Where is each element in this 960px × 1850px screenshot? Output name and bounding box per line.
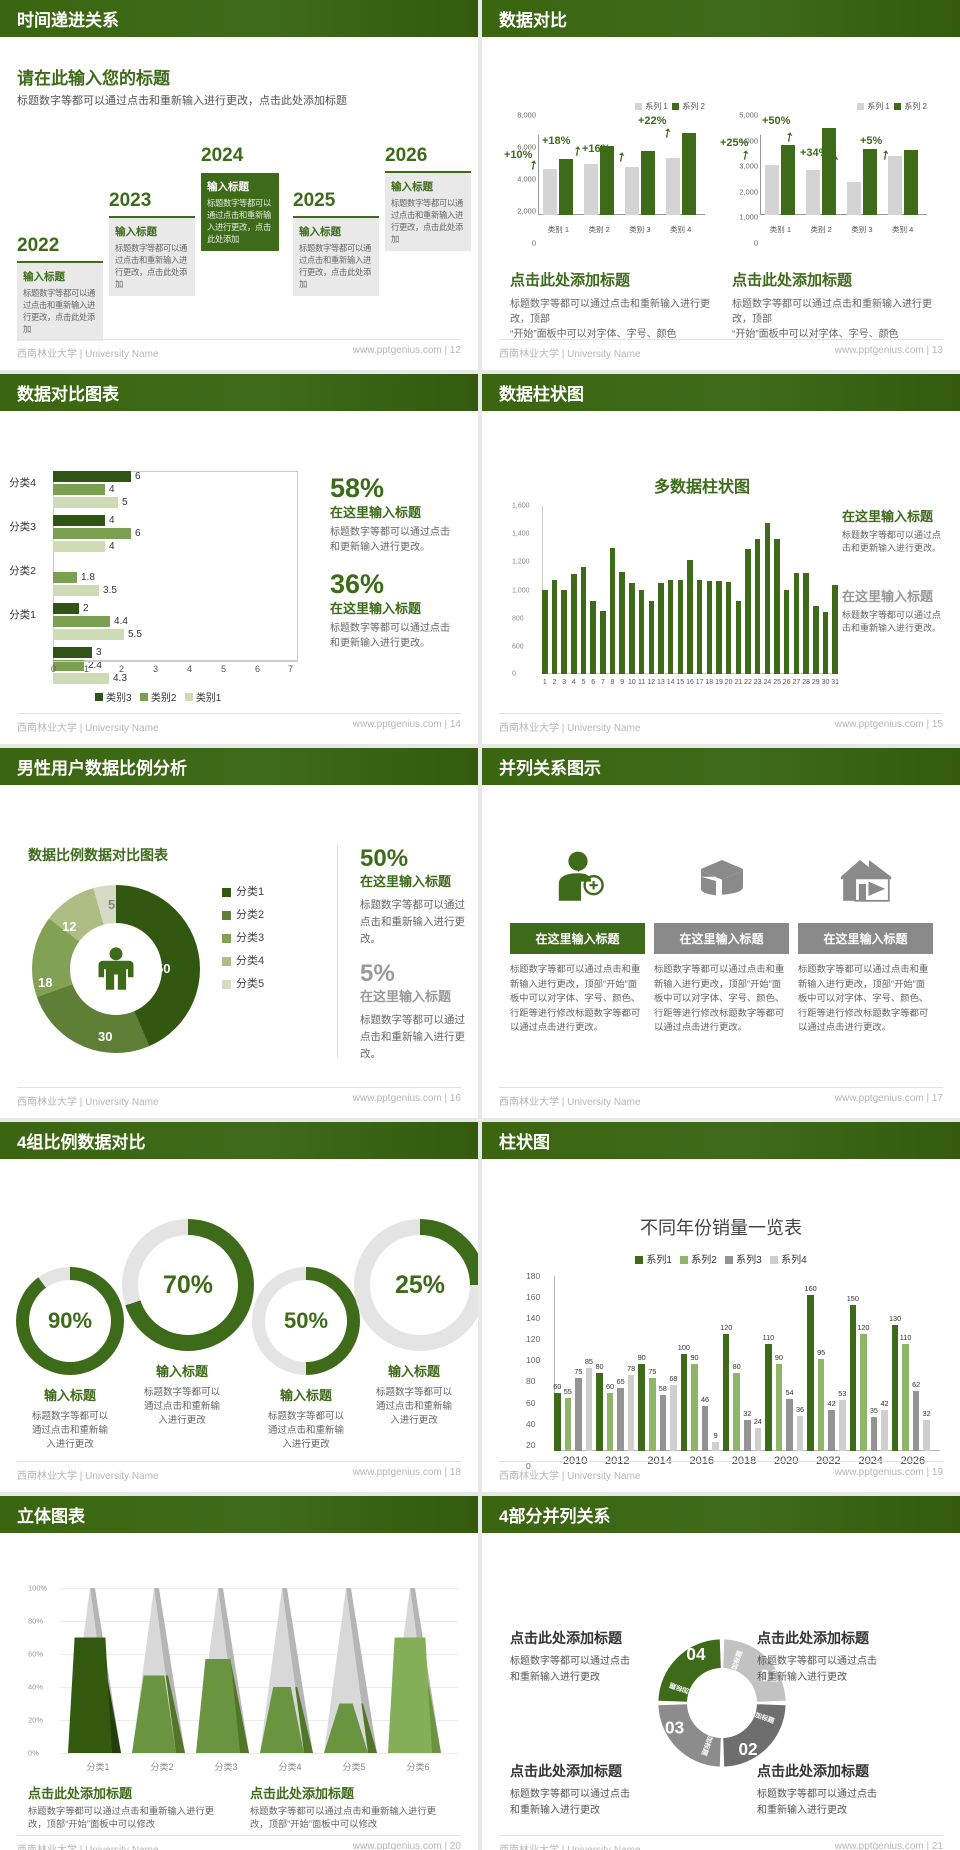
svg-text:02: 02 — [738, 1739, 757, 1759]
svg-text:04: 04 — [686, 1644, 706, 1664]
svg-text:03: 03 — [665, 1718, 684, 1738]
